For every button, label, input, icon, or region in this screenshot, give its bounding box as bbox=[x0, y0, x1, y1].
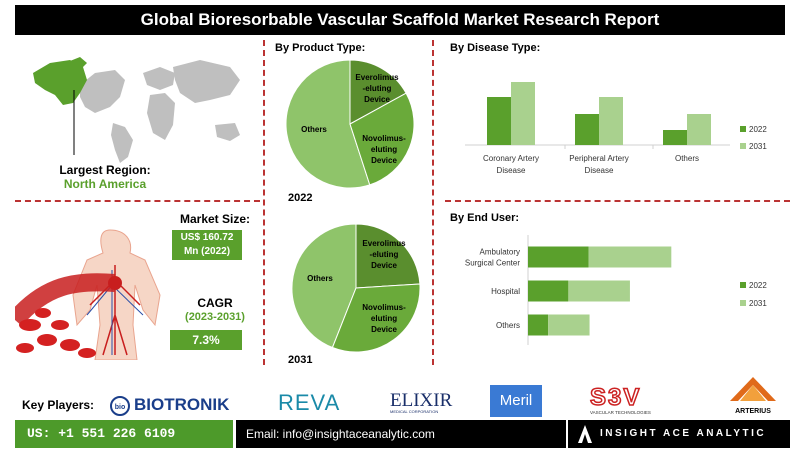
report-title: Global Bioresorbable Vascular Scaffold M… bbox=[15, 5, 785, 35]
disease-legend-swatch-2031 bbox=[740, 143, 746, 149]
enduser-tick-2-0: Others bbox=[496, 321, 520, 330]
footer-brand: INSIGHT ACE ANALYTIC bbox=[568, 420, 790, 448]
enduser-bar-0-2031 bbox=[588, 246, 672, 268]
disease-type-title: By Disease Type: bbox=[450, 42, 541, 54]
key-players-label: Key Players: bbox=[22, 398, 95, 412]
product-type-title: By Product Type: bbox=[275, 42, 366, 54]
market-size-line1: US$ 160.72 bbox=[180, 232, 234, 243]
disease-bar-0-2031 bbox=[511, 82, 535, 145]
disease-tick-0-1: Disease bbox=[497, 166, 526, 175]
footer-phone[interactable]: US: +1 551 226 6109 bbox=[15, 420, 233, 448]
enduser-bar-2-2031 bbox=[548, 314, 590, 336]
pie-2022-slice-0 bbox=[285, 59, 371, 189]
enduser-legend-swatch-2022 bbox=[740, 282, 746, 288]
enduser-bar-1-2031 bbox=[568, 280, 630, 302]
cagr-label: CAGR bbox=[197, 296, 233, 310]
pie-2022-label-everolimus: Everolimus -eluting Device bbox=[355, 73, 399, 104]
brand-logo-icon bbox=[578, 425, 592, 443]
divider-left bbox=[15, 200, 260, 202]
enduser-bar-1-2022 bbox=[528, 280, 569, 302]
enduser-tick-0-0: Ambulatory bbox=[480, 248, 520, 257]
cagr-period: (2023-2031) bbox=[185, 311, 245, 323]
arterius-logo: ARTERIUS bbox=[728, 375, 778, 415]
pie-2031-slice-1 bbox=[355, 223, 421, 289]
disease-bar-2-2031 bbox=[687, 114, 711, 145]
pie-2031-slice-0 bbox=[291, 223, 357, 349]
end-user-bar-chart: Ambulatory Surgical Center Hospital Others 2… bbox=[465, 235, 767, 345]
pie-2031-label-novolimus: Novolimus-eluting Device bbox=[362, 303, 406, 334]
largest-region-value: North America bbox=[63, 177, 147, 191]
disease-type-bar-chart: Coronary Artery Disease Peripheral Artery D… bbox=[465, 82, 767, 175]
pie-2031-label-everolimus: Everolimus -eluting Device bbox=[362, 239, 406, 270]
pie-2022-label-novolimus: Novolimus-eluting Device bbox=[362, 134, 406, 165]
enduser-legend-label-2031: 2031 bbox=[749, 299, 767, 308]
pie-2022-year: 2022 bbox=[288, 192, 313, 204]
enduser-legend-swatch-2031 bbox=[740, 300, 746, 306]
disease-bar-0-2022 bbox=[487, 97, 511, 145]
enduser-bar-2-2022 bbox=[528, 314, 549, 336]
footer-email[interactable]: Email: info@insightaceanalytic.com bbox=[236, 420, 566, 448]
pie-2031-year: 2031 bbox=[288, 354, 313, 366]
world-map bbox=[33, 57, 240, 163]
s3v-logo: S3V VASCULAR TECHNOLOGIES bbox=[589, 383, 651, 415]
pie-2031-slice-2 bbox=[331, 283, 421, 353]
vascular-anatomy-illustration bbox=[15, 229, 161, 360]
market-size-label: Market Size: bbox=[179, 212, 251, 226]
cagr-value-box: 7.3% bbox=[170, 330, 242, 350]
disease-bar-1-2022 bbox=[575, 114, 599, 145]
disease-tick-1-1: Disease bbox=[585, 166, 614, 175]
market-size-line2: Mn (2022) bbox=[183, 246, 231, 257]
biotronik-logo: bio BIOTRONIK bbox=[110, 392, 250, 418]
enduser-tick-1-0: Hospital bbox=[491, 287, 520, 296]
disease-tick-0-0: Coronary Artery bbox=[483, 154, 539, 163]
pie-2022-slice-1 bbox=[349, 59, 407, 125]
disease-bar-2-2022 bbox=[663, 130, 687, 145]
divider-right bbox=[445, 200, 790, 202]
pie-2031-label-others: Others bbox=[307, 274, 333, 283]
disease-legend-label-2022: 2022 bbox=[749, 125, 767, 134]
disease-legend-swatch-2022 bbox=[740, 126, 746, 132]
divider-vertical-2 bbox=[432, 40, 434, 365]
enduser-bar-0-2022 bbox=[528, 246, 589, 268]
enduser-legend-label-2022: 2022 bbox=[749, 281, 767, 290]
divider-vertical-1 bbox=[263, 40, 265, 365]
pie-2022-slice-2 bbox=[349, 92, 415, 186]
elixir-logo: ELIXIR MEDICAL CORPORATION bbox=[390, 390, 453, 414]
enduser-tick-0-1: Surgical Center bbox=[465, 259, 520, 268]
end-user-title: By End User: bbox=[450, 212, 520, 224]
meril-logo: Meril bbox=[490, 385, 542, 417]
pie-2022-label-others: Others bbox=[301, 125, 327, 134]
disease-tick-2-0: Others bbox=[675, 154, 699, 163]
pie-chart-2031 bbox=[291, 223, 421, 353]
disease-legend-label-2031: 2031 bbox=[749, 142, 767, 151]
disease-bar-1-2031 bbox=[599, 97, 623, 145]
disease-tick-1-0: Peripheral Artery bbox=[569, 154, 629, 163]
largest-region-label: Largest Region: bbox=[59, 163, 151, 177]
market-size-value-box: US$ 160.72 Mn (2022) bbox=[172, 230, 242, 260]
pie-chart-2022 bbox=[285, 59, 415, 189]
svg-text:bio: bio bbox=[115, 404, 126, 411]
reva-logo: REVA bbox=[278, 390, 341, 415]
